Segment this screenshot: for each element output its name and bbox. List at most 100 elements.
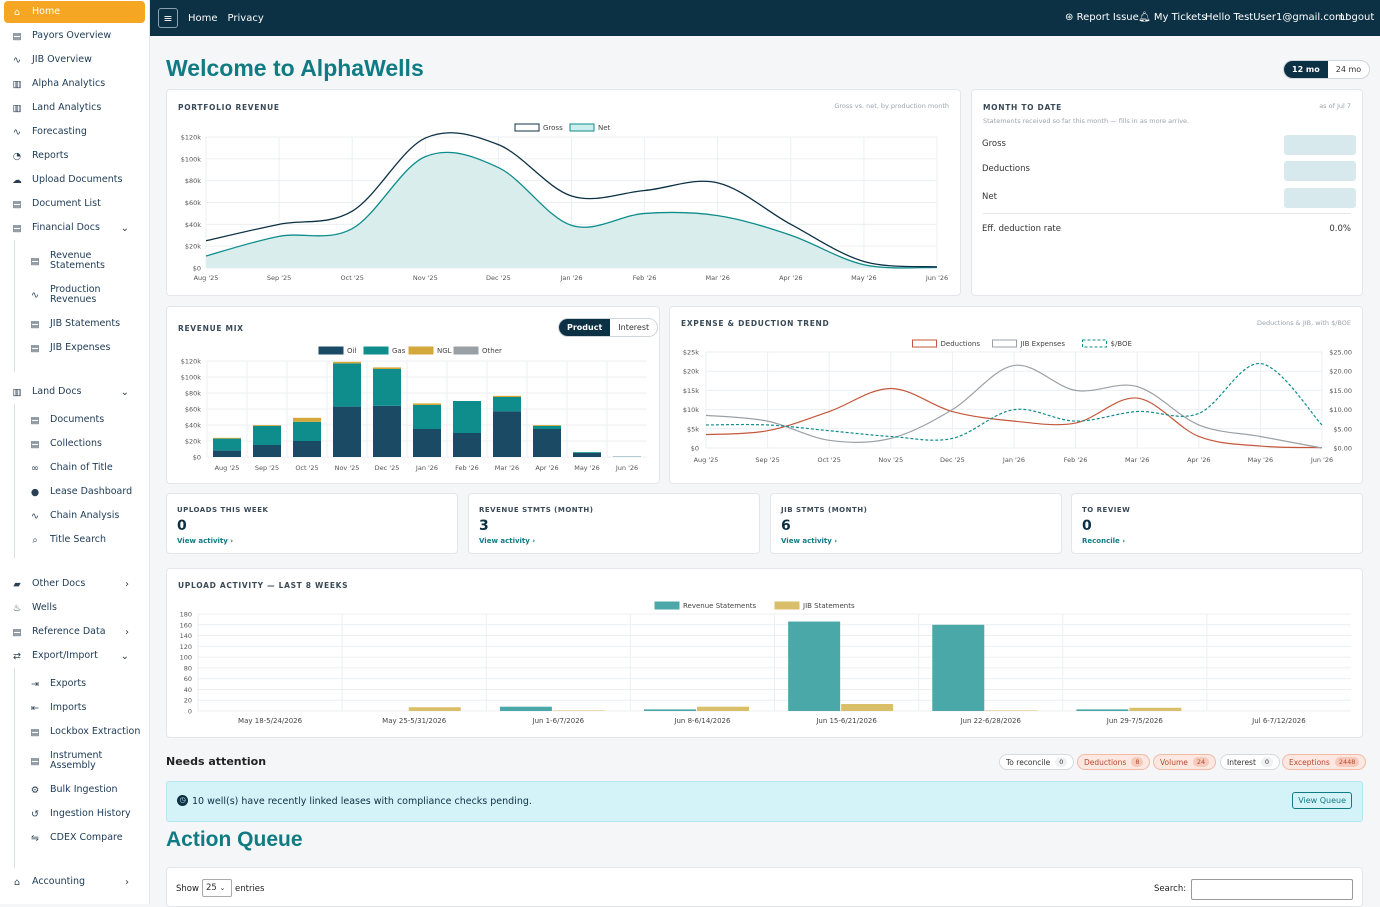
- sidebar-item-documents[interactable]: ▤Documents: [4, 409, 145, 431]
- y-tick-label: $0: [691, 445, 699, 453]
- bar-ngl: [333, 362, 361, 364]
- x-tick-label: May '26: [851, 274, 877, 282]
- search-label: Search:: [1154, 884, 1186, 894]
- home-icon: ⌂: [12, 7, 22, 17]
- sidebar-item-chain-of-title[interactable]: ∞Chain of Title: [4, 457, 145, 479]
- legend-label: NGL: [437, 347, 452, 355]
- sidebar-item-payors-overview[interactable]: ▤Payors Overview: [4, 25, 145, 47]
- legend-label: JIB Statements: [802, 602, 855, 610]
- sidebar-item-instrument-assembly[interactable]: ▤Instrument Assembly: [4, 750, 145, 772]
- sidebar-item-label: Export/Import: [32, 651, 121, 662]
- user-greeting-link[interactable]: Hello TestUser1@gmail.com!: [1205, 12, 1349, 23]
- stat-link[interactable]: View activity ›: [781, 537, 837, 545]
- sidebar-item-label: Reference Data: [32, 627, 125, 638]
- legend-label: Net: [598, 124, 611, 132]
- sidebar-item-title-search[interactable]: ⌕Title Search: [4, 529, 145, 551]
- sidebar-item-collections[interactable]: ▤Collections: [4, 433, 145, 455]
- bar-oil: [373, 406, 401, 457]
- sidebar-item-production-revenues[interactable]: ∿Production Revenues: [4, 284, 145, 306]
- nav-home-link[interactable]: Home: [188, 13, 218, 24]
- stat-value: 3: [479, 518, 489, 534]
- sidebar-item-upload-documents[interactable]: ☁Upload Documents: [4, 169, 145, 191]
- bar-revenue-statements: [932, 625, 984, 711]
- menu-toggle-button[interactable]: ≡: [158, 8, 178, 28]
- top-navbar: ≡ Home Privacy ⊛ Report Issue 🔔︎ My Tick…: [150, 0, 1380, 36]
- range-12mo-button[interactable]: 12 mo: [1284, 61, 1328, 78]
- bar-oil: [573, 453, 601, 457]
- y-tick-label: $20k: [185, 243, 201, 251]
- sidebar-item-chain-analysis[interactable]: ∿Chain Analysis: [4, 505, 145, 527]
- view-queue-button[interactable]: View Queue: [1292, 792, 1352, 809]
- x-tick-label: Apr '26: [779, 274, 802, 282]
- range-24mo-button[interactable]: 24 mo: [1328, 61, 1369, 78]
- logout-link[interactable]: Logout: [1340, 12, 1374, 23]
- sidebar-item-reference-data[interactable]: ▤Reference Data›: [4, 621, 145, 643]
- y-tick-label: $20k: [683, 368, 699, 376]
- portfolio-revenue-card: PORTFOLIO REVENUE Gross vs. net, by prod…: [166, 89, 961, 296]
- chevron-right-icon: ›: [125, 579, 129, 590]
- sidebar-item-jib-statements[interactable]: ▤JIB Statements: [4, 313, 145, 335]
- stat-link[interactable]: View activity ›: [479, 537, 535, 545]
- sidebar-item-lease-dashboard[interactable]: ●Lease Dashboard: [4, 481, 145, 503]
- sidebar-item-lockbox-extraction[interactable]: ▤Lockbox Extraction: [4, 721, 145, 743]
- sidebar-item-label: Other Docs: [32, 579, 125, 590]
- bar-jib-statements: [985, 710, 1037, 711]
- entries-select[interactable]: 25 ⌄: [202, 879, 232, 897]
- sidebar-item-cdex-compare[interactable]: ⇋CDEX Compare: [4, 827, 145, 849]
- sidebar-item-other-docs[interactable]: ▰Other Docs›: [4, 573, 145, 595]
- legend-swatch: [319, 347, 343, 354]
- chevron-down-icon: ⌄: [220, 884, 226, 892]
- sidebar-item-home[interactable]: ⌂Home: [4, 1, 145, 23]
- sidebar-item-document-list[interactable]: ▤ Document List: [4, 193, 145, 215]
- sidebar-item-jib-expenses[interactable]: ▤JIB Expenses: [4, 337, 145, 359]
- report-issue-link[interactable]: ⊛ Report Issue: [1065, 12, 1139, 23]
- bar-oil: [533, 429, 561, 457]
- sidebar-item-export-import[interactable]: ⇄Export/Import⌄: [4, 645, 145, 667]
- sidebar-item-reports[interactable]: ◔Reports: [4, 145, 145, 167]
- sidebar-item-forecasting[interactable]: ∿Forecasting: [4, 121, 145, 143]
- sidebar-item-revenue-statements[interactable]: ▤Revenue Statements: [4, 250, 145, 272]
- import-icon: ⇤: [30, 703, 40, 713]
- sidebar-item-exports[interactable]: ⇥Exports: [4, 673, 145, 695]
- cloud-upload-icon: ☁: [12, 175, 22, 185]
- stat-link[interactable]: View activity ›: [177, 537, 233, 545]
- y2-tick-label: $15.00: [1329, 387, 1352, 395]
- sidebar-item-financial-docs[interactable]: ▤Financial Docs⌄: [4, 217, 145, 239]
- sidebar-item-accounting[interactable]: ⌂Accounting›: [4, 871, 145, 893]
- sidebar-item-bulk-ingestion[interactable]: ⚙Bulk Ingestion: [4, 779, 145, 801]
- legend-label: Other: [482, 347, 502, 355]
- gears-icon: ⚙: [30, 785, 40, 795]
- line-chart-icon: ∿: [30, 290, 40, 300]
- sidebar-item-wells[interactable]: ♨Wells: [4, 597, 145, 619]
- sidebar-item-label: Document List: [32, 199, 145, 210]
- sidebar-item-imports[interactable]: ⇤Imports: [4, 697, 145, 719]
- legend-swatch: [570, 124, 594, 131]
- document-icon: ▤: [12, 199, 22, 209]
- document-icon: ▤: [30, 343, 40, 353]
- y-tick-label: 160: [180, 621, 192, 629]
- nav-privacy-link[interactable]: Privacy: [228, 13, 264, 24]
- sidebar-item-label: Lockbox Extraction: [50, 727, 145, 738]
- y2-tick-label: $20.00: [1329, 368, 1352, 376]
- my-tickets-link[interactable]: 🔔︎ My Tickets: [1138, 12, 1206, 23]
- bar-ngl: [373, 367, 401, 369]
- search-input[interactable]: [1191, 879, 1353, 900]
- sidebar-item-ingestion-history[interactable]: ↺Ingestion History: [4, 803, 145, 825]
- bar-oil: [253, 445, 281, 457]
- bar-gas: [293, 422, 321, 441]
- sidebar-item-label: Documents: [50, 415, 145, 426]
- legend-label: Revenue Statements: [683, 602, 757, 610]
- sidebar-item-jib-overview[interactable]: ∿JIB Overview: [4, 49, 145, 71]
- sidebar-item-land-analytics[interactable]: ▥Land Analytics: [4, 97, 145, 119]
- y-tick-label: $0: [193, 454, 201, 462]
- x-tick-label: Oct '25: [295, 464, 318, 472]
- stat-link[interactable]: Reconcile ›: [1082, 537, 1125, 545]
- sidebar-item-alpha-analytics[interactable]: ▥Alpha Analytics: [4, 73, 145, 95]
- sidebar-item-land-docs[interactable]: ▥Land Docs⌄: [4, 381, 145, 403]
